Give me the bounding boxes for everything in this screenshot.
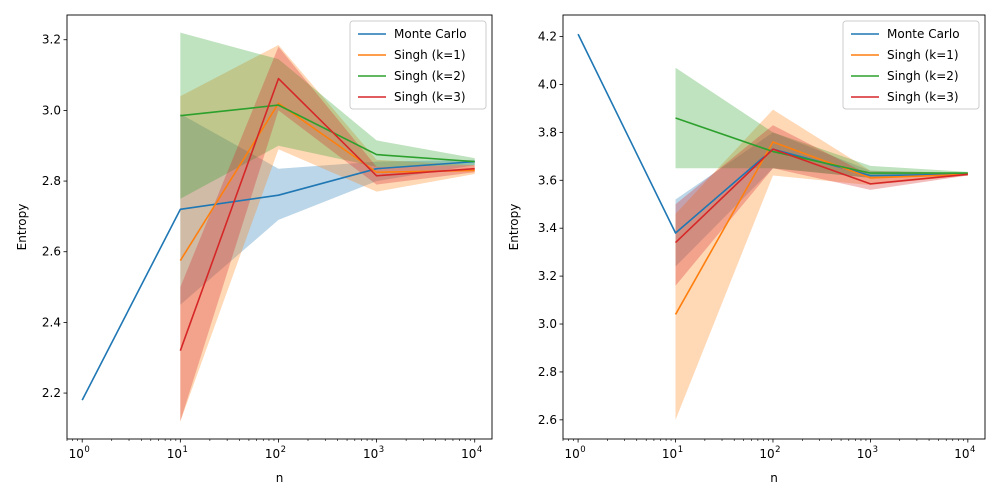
chart-0-y-tick-label: 2.2 bbox=[42, 386, 61, 400]
chart-0-series-line-0 bbox=[81, 160, 475, 401]
chart-1-series-line-1 bbox=[674, 141, 968, 315]
chart-1-confidence-bands bbox=[675, 67, 968, 420]
chart-0-band-0 bbox=[180, 113, 475, 305]
chart-0-x-axis-ticks: 100 101 102 103 104 bbox=[69, 439, 482, 461]
chart-1-x-tick-label: 104 bbox=[954, 445, 975, 461]
chart-1-series-line-3 bbox=[674, 148, 968, 244]
chart-1-y-tick-label: 3.8 bbox=[538, 125, 557, 139]
chart-0-x-axis-label: n bbox=[276, 471, 284, 485]
chart-0-legend-box bbox=[349, 20, 487, 110]
chart-1-band-3 bbox=[675, 125, 968, 286]
chart-1-y-tick-label: 3.0 bbox=[538, 317, 557, 331]
chart-1-axes-frame bbox=[562, 14, 986, 440]
chart-1-legend-box bbox=[842, 20, 980, 110]
chart-0-y-tick-label: 3.2 bbox=[42, 33, 61, 47]
chart-0-y-tick-label: 2.6 bbox=[42, 245, 61, 259]
chart-0-y-tick-label: 3.0 bbox=[42, 103, 61, 117]
chart-1-x-tick-label: 103 bbox=[857, 445, 878, 461]
chart-1-x-tick-label: 102 bbox=[759, 445, 780, 461]
chart-1-y-axis-label: Entropy bbox=[507, 204, 521, 251]
chart-0-band-3 bbox=[180, 46, 475, 422]
right-subplot: 100 101 102 103 104 2.6 2.8 3.0 3.2 3.4 3.6 3.8 4.0 4… bbox=[507, 14, 986, 485]
chart-1-x-tick-label: 101 bbox=[662, 445, 683, 461]
chart-0-x-minor-ticks bbox=[66, 439, 471, 441]
chart-0-series-lines bbox=[81, 77, 475, 401]
left-subplot: 100 101 102 103 104 2.2 2.4 2.6 2.8 3.0 3.2 n Entrop… bbox=[15, 14, 493, 485]
chart-0-x-tick-label: 103 bbox=[363, 445, 384, 461]
chart-1-legend-label-2: Singh (k=2) bbox=[887, 69, 959, 83]
chart-0-series-line-2 bbox=[180, 104, 475, 163]
chart-1-y-tick-label: 4.2 bbox=[538, 30, 557, 44]
chart-1-series-lines bbox=[577, 33, 968, 315]
chart-0-x-tick-label: 100 bbox=[69, 445, 90, 461]
chart-0-y-axis-label: Entropy bbox=[15, 204, 29, 251]
chart-0-y-tick-label: 2.8 bbox=[42, 174, 61, 188]
chart-0-x-tick-label: 104 bbox=[461, 445, 482, 461]
chart-1-legend: Monte Carlo Singh (k=1) Singh (k=2) Singh (… bbox=[842, 20, 980, 110]
chart-0-series-line-1 bbox=[179, 102, 475, 261]
chart-0-series-line-3 bbox=[179, 77, 475, 351]
chart-0-y-axis-ticks: 2.2 2.4 2.6 2.8 3.0 3.2 bbox=[42, 33, 67, 400]
chart-0-legend-label-1: Singh (k=1) bbox=[394, 48, 466, 62]
chart-0-legend-label-2: Singh (k=2) bbox=[394, 69, 466, 83]
chart-1-x-axis-label: n bbox=[770, 471, 778, 485]
chart-0-legend-label-3: Singh (k=3) bbox=[394, 90, 466, 104]
chart-1-y-axis-ticks: 2.6 2.8 3.0 3.2 3.4 3.6 3.8 4.0 4.2 bbox=[538, 30, 563, 427]
chart-1-y-tick-label: 3.2 bbox=[538, 269, 557, 283]
chart-0-x-tick-label: 102 bbox=[265, 445, 286, 461]
chart-0-legend: Monte Carlo Singh (k=1) Singh (k=2) Singh (… bbox=[349, 20, 487, 110]
chart-1-y-tick-label: 2.8 bbox=[538, 365, 557, 379]
chart-1-series-line-2 bbox=[675, 117, 968, 174]
chart-1-band-1 bbox=[675, 109, 968, 420]
chart-1-legend-label-3: Singh (k=3) bbox=[887, 90, 959, 104]
chart-1-x-tick-label: 100 bbox=[564, 445, 585, 461]
chart-1-y-tick-label: 2.6 bbox=[538, 413, 557, 427]
chart-0-y-tick-label: 2.4 bbox=[42, 315, 61, 329]
chart-1-y-tick-label: 3.4 bbox=[538, 221, 557, 235]
chart-0-confidence-bands bbox=[180, 32, 475, 422]
chart-0-axes-frame bbox=[66, 14, 493, 440]
chart-1-x-minor-ticks bbox=[562, 439, 964, 441]
chart-1-legend-label-0: Monte Carlo bbox=[887, 27, 960, 41]
chart-1-y-tick-label: 4.0 bbox=[538, 77, 557, 91]
chart-0-legend-label-0: Monte Carlo bbox=[394, 27, 467, 41]
chart-1-band-0 bbox=[675, 132, 968, 267]
chart-1-x-axis-ticks: 100 101 102 103 104 bbox=[564, 439, 975, 461]
chart-1-y-tick-label: 3.6 bbox=[538, 173, 557, 187]
chart-0-band-2 bbox=[180, 32, 475, 199]
chart-1-band-2 bbox=[675, 67, 968, 178]
chart-1-legend-label-1: Singh (k=1) bbox=[887, 48, 959, 62]
chart-0-x-tick-label: 101 bbox=[167, 445, 188, 461]
chart-0-band-1 bbox=[180, 45, 475, 422]
